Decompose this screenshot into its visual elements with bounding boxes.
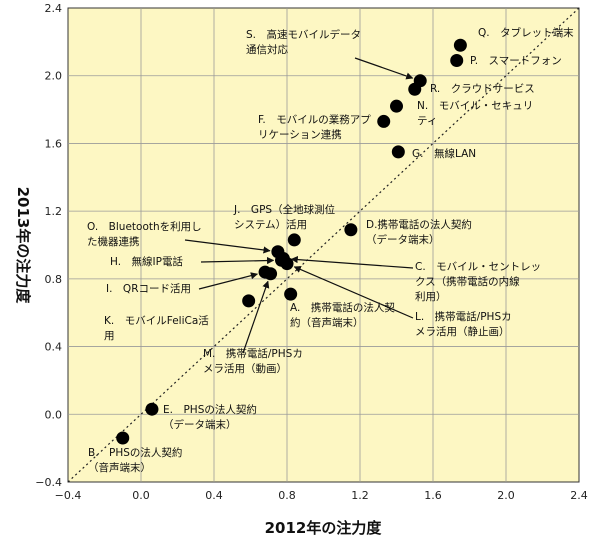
- data-point-q: [453, 38, 467, 52]
- x-axis-title: 2012年の注力度: [265, 519, 383, 537]
- point-label-line: L. 携帯電話/PHSカ: [415, 310, 512, 323]
- point-label-line: リケーション連携: [258, 128, 342, 141]
- point-label-line: Q. タブレット端末: [478, 26, 574, 39]
- point-label-line: J. GPS（全地球測位: [233, 203, 336, 216]
- point-label-j: J. GPS（全地球測位システム）活用: [233, 203, 336, 231]
- point-label-line: B. PHSの法人契約: [88, 446, 182, 459]
- data-point-b: [116, 431, 130, 445]
- x-tick-label: −0.4: [55, 489, 82, 502]
- y-tick-label: 0.8: [45, 273, 63, 286]
- y-tick-label: 2.0: [45, 70, 63, 83]
- point-label-line: （データ端末）: [366, 233, 440, 246]
- point-label-line: H. 無線IP電話: [110, 255, 183, 268]
- data-points: [116, 38, 467, 445]
- data-point-a: [284, 287, 298, 301]
- point-label-line: 通信対応: [246, 43, 288, 56]
- point-label-line: 用: [104, 330, 115, 342]
- x-tick-label: 1.6: [424, 489, 442, 502]
- point-label-e: E. PHSの法人契約 （データ端末）: [163, 403, 257, 431]
- point-label-line: N. モバイル・セキュリ: [417, 100, 533, 112]
- data-point-n: [390, 99, 403, 113]
- point-label-a: A. 携帯電話の法人契約（音声端末）: [290, 301, 395, 329]
- point-label-g: G. 無線LAN: [412, 147, 476, 160]
- point-label-line: 約（音声端末）: [290, 316, 364, 329]
- point-labels: A. 携帯電話の法人契約（音声端末） B. PHSの法人契約 （音声端末） D.携帯電…: [87, 26, 574, 474]
- point-label-line: F. モバイルの業務アプ: [258, 113, 371, 126]
- point-label-line: ティ: [417, 115, 437, 127]
- data-point-f: [377, 114, 391, 128]
- point-label-line: 利用）: [415, 291, 447, 303]
- data-point-k: [242, 294, 256, 308]
- x-tick-labels: −0.4 0.0 0.4 0.8 1.2 1.6 2.0 2.4: [55, 489, 588, 502]
- data-point-c: [276, 252, 290, 266]
- point-label-line: P. スマートフォン: [470, 55, 562, 67]
- leader-arrow-o: [184, 239, 271, 254]
- leader-arrow-s: [354, 57, 414, 80]
- point-label-p: P. スマートフォン: [470, 55, 562, 67]
- y-tick-label: 1.6: [45, 137, 63, 150]
- data-point-d: [344, 223, 358, 237]
- point-label-q: Q. タブレット端末: [478, 26, 574, 39]
- x-tick-label: 1.2: [351, 489, 369, 502]
- point-label-line: G. 無線LAN: [412, 147, 476, 160]
- point-label-line: M. 携帯電話/PHSカ: [203, 347, 303, 360]
- point-label-r: R. クラウドサービス: [430, 83, 535, 95]
- point-label-line: （データ端末）: [163, 418, 237, 431]
- leader-arrow-m: [242, 280, 270, 354]
- point-label-line: K. モバイルFeliCa活: [104, 315, 209, 327]
- data-point-e: [145, 402, 159, 416]
- leader-arrow-i: [198, 272, 259, 290]
- leader-arrow-l: [293, 266, 414, 319]
- point-label-b: B. PHSの法人契約 （音声端末）: [88, 446, 182, 474]
- point-label-i: I. QRコード活用: [106, 283, 191, 295]
- y-tick-label: 1.2: [45, 205, 63, 218]
- point-label-line: I. QRコード活用: [106, 283, 191, 295]
- y-tick-label: 0.4: [45, 341, 63, 354]
- point-label-s: S. 高速モバイルデータ通信対応: [246, 28, 361, 56]
- point-label-line: （音声端末）: [88, 461, 151, 474]
- data-point-m: [264, 267, 278, 281]
- x-tick-label: 0.4: [205, 489, 223, 502]
- x-tick-label: 2.4: [570, 489, 588, 502]
- y-tick-labels: −0.4 0.0 0.4 0.8 1.2 1.6 2.0 2.4: [35, 2, 62, 489]
- data-point-g: [391, 145, 405, 159]
- point-label-line: R. クラウドサービス: [430, 83, 535, 95]
- point-label-l: L. 携帯電話/PHSカメラ活用（静止画）: [415, 310, 512, 338]
- leader-arrow-c: [290, 256, 414, 269]
- point-label-k: K. モバイルFeliCa活用: [104, 315, 209, 342]
- x-tick-label: 0.0: [132, 489, 150, 502]
- x-tick-label: 0.8: [278, 489, 296, 502]
- point-label-line: メラ活用（動画）: [203, 362, 287, 375]
- point-label-n: N. モバイル・セキュリティ: [417, 100, 533, 127]
- data-point-j: [287, 233, 301, 247]
- y-axis-title: 2013年の注力度: [14, 187, 32, 305]
- point-label-line: D.携帯電話の法人契約: [366, 218, 472, 231]
- point-label-f: F. モバイルの業務アプリケーション連携: [258, 113, 371, 141]
- data-point-p: [450, 53, 464, 67]
- point-label-line: た機器連携: [87, 235, 140, 248]
- point-label-line: A. 携帯電話の法人契: [290, 301, 395, 314]
- point-label-o: O. Bluetoothを利用した機器連携: [87, 221, 202, 248]
- point-label-line: C. モバイル・セントレッ: [415, 261, 541, 273]
- y-tick-label: −0.4: [35, 476, 62, 489]
- point-label-line: O. Bluetoothを利用し: [87, 221, 202, 233]
- point-label-c: C. モバイル・セントレックス（携帯電話の内線利用）: [415, 261, 541, 303]
- point-label-h: H. 無線IP電話: [110, 255, 183, 268]
- leader-arrow-h: [200, 256, 275, 265]
- point-label-m: M. 携帯電話/PHSカメラ活用（動画）: [203, 347, 303, 375]
- point-label-line: システム）活用: [234, 219, 307, 231]
- point-label-line: クス（携帯電話の内線: [415, 275, 520, 288]
- point-label-d: D.携帯電話の法人契約 （データ端末）: [366, 218, 472, 246]
- point-label-line: S. 高速モバイルデータ: [246, 28, 361, 41]
- leader-arrows: [184, 57, 414, 354]
- point-label-line: メラ活用（静止画）: [415, 325, 510, 338]
- data-point-s: [413, 74, 427, 88]
- y-tick-label: 0.0: [45, 408, 63, 421]
- y-tick-label: 2.4: [45, 2, 63, 15]
- point-label-line: E. PHSの法人契約: [163, 403, 257, 416]
- x-tick-label: 2.0: [497, 489, 515, 502]
